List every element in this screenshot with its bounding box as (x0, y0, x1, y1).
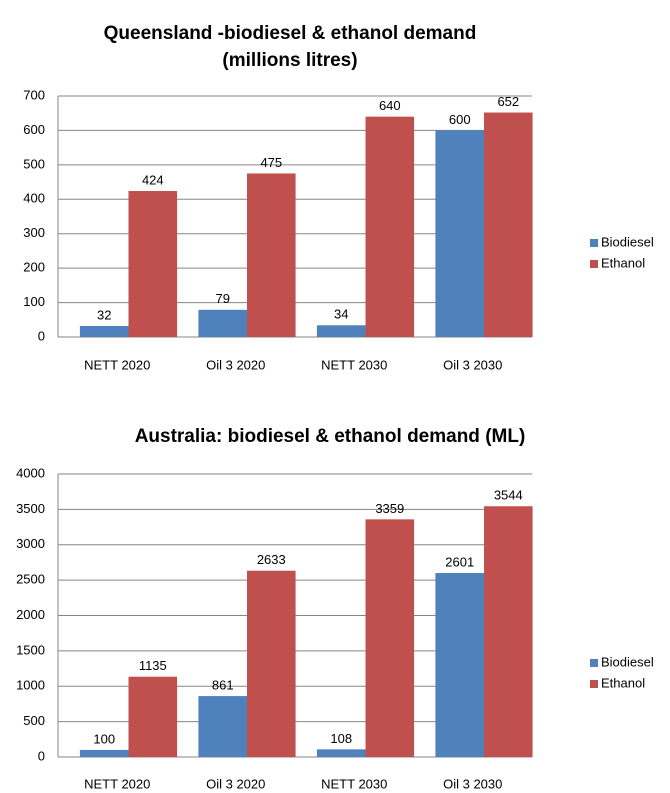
bar (247, 173, 296, 337)
chart-title: Queensland -biodiesel & ethanol demand (… (103, 23, 477, 71)
y-tick-label: 700 (23, 87, 45, 102)
y-tick-label: 0 (38, 748, 45, 763)
bar (198, 696, 248, 757)
value-label: 3544 (494, 488, 523, 503)
value-label: 100 (93, 731, 115, 746)
bar (365, 116, 415, 338)
value-label: 2633 (257, 552, 286, 567)
x-tick-label: Oil 3 2030 (443, 776, 502, 791)
y-tick-label: 1000 (16, 678, 45, 693)
y-tick-label: 3000 (16, 536, 45, 551)
y-tick-label: 500 (23, 713, 45, 728)
value-label: 34 (334, 307, 348, 322)
legend-swatch (590, 680, 598, 688)
bar (484, 112, 533, 337)
bar (316, 325, 366, 337)
x-tick-label: NETT 2030 (321, 357, 387, 372)
bar (365, 519, 415, 757)
bar (316, 749, 366, 757)
value-label: 424 (142, 172, 164, 187)
y-tick-label: 300 (23, 225, 45, 240)
value-label: 652 (497, 94, 519, 109)
bar (198, 309, 248, 337)
y-tick-label: 600 (23, 122, 45, 137)
x-tick-label: Oil 3 2020 (206, 357, 265, 372)
y-tick-label: 1500 (16, 642, 45, 657)
value-label: 2601 (445, 554, 474, 569)
y-tick-label: 200 (23, 260, 45, 275)
bar (435, 130, 485, 337)
bar (128, 676, 178, 757)
bar (247, 570, 296, 757)
x-tick-label: NETT 2020 (84, 357, 150, 372)
y-tick-label: 0 (38, 328, 45, 343)
y-tick-label: 2000 (16, 607, 45, 622)
y-tick-label: 3500 (16, 501, 45, 516)
bar (128, 191, 178, 337)
y-tick-label: 400 (23, 191, 45, 206)
legend-label: Ethanol (601, 255, 645, 270)
x-tick-label: NETT 2020 (84, 776, 150, 791)
chart-title: Australia: biodiesel & ethanol demand (M… (134, 426, 526, 447)
legend-label: Biodiesel (601, 654, 654, 669)
y-tick-label: 2500 (16, 572, 45, 587)
value-label: 475 (260, 155, 282, 170)
legend-swatch (590, 659, 598, 667)
legend-swatch (590, 260, 598, 268)
x-tick-label: NETT 2030 (321, 776, 387, 791)
y-tick-label: 100 (23, 294, 45, 309)
value-label: 108 (330, 731, 352, 746)
x-tick-label: Oil 3 2030 (443, 357, 502, 372)
bar (79, 749, 129, 757)
y-tick-label: 500 (23, 156, 45, 171)
value-label: 600 (449, 112, 471, 127)
bar (79, 325, 129, 337)
y-tick-label: 4000 (16, 465, 45, 480)
chart: 0 100 200 300 400 500 600 700 NETT 2020 32 424 Oil … (23, 87, 654, 372)
value-label: 79 (215, 291, 229, 306)
value-label: 1135 (139, 658, 167, 673)
x-tick-label: Oil 3 2020 (206, 776, 265, 791)
chart: 0 500 1000 1500 2000 2500 3000 3500 4000 NETT 202… (16, 465, 654, 791)
legend-label: Ethanol (601, 675, 645, 690)
bar (435, 572, 485, 757)
legend-swatch (590, 239, 598, 247)
value-label: 32 (97, 307, 111, 322)
bar (484, 506, 533, 757)
legend-label: Biodiesel (601, 234, 654, 249)
value-label: 640 (379, 98, 401, 113)
value-label: 861 (212, 678, 234, 693)
value-label: 3359 (375, 501, 404, 516)
